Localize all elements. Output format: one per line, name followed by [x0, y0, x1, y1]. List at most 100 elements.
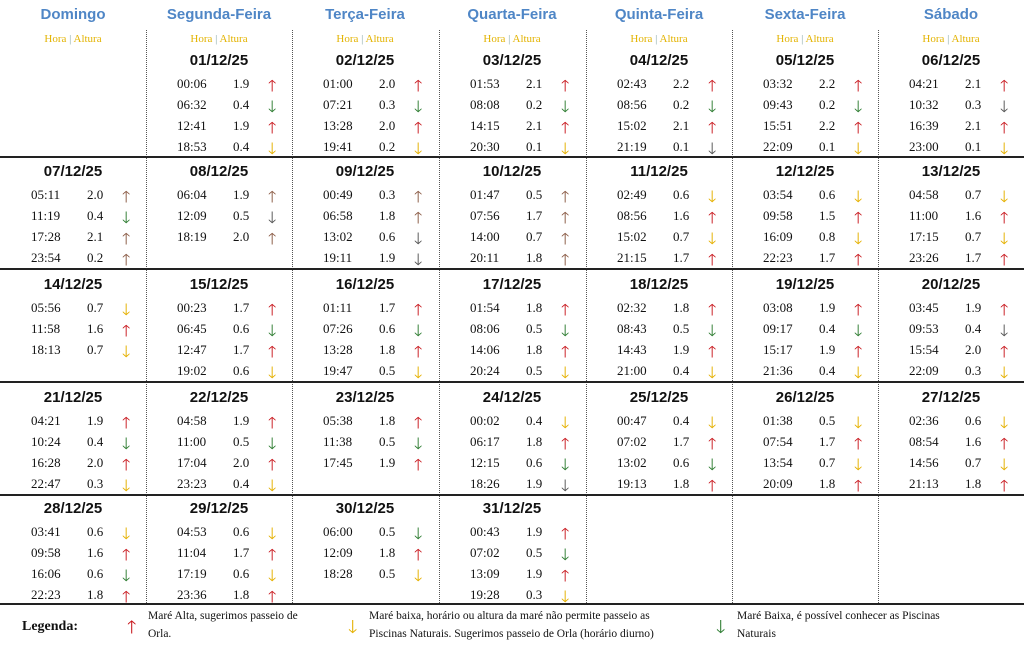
arrow-down-icon: 🡓	[414, 363, 423, 382]
tide-time: 10:24	[31, 434, 61, 449]
arrow-up-icon: 🡑	[854, 300, 863, 319]
tide-height: 1.7	[819, 250, 836, 265]
arrow-down-icon: 🡓	[561, 413, 570, 432]
tide-time: 17:45	[323, 455, 353, 470]
arrow-down-icon: 🡓	[268, 566, 277, 585]
tide-time: 16:06	[31, 566, 61, 581]
tide-time: 02:49	[617, 187, 647, 202]
tide-height: 0.2	[673, 97, 690, 112]
tide-time: 17:15	[909, 229, 939, 244]
arrow-down-icon: 🡓	[414, 250, 423, 269]
tide-height: 1.8	[87, 587, 104, 602]
tide-time: 13:28	[323, 118, 353, 133]
tide-height: 1.9	[87, 413, 104, 428]
tide-height: 0.6	[673, 455, 690, 470]
arrow-up-icon: 🡑	[414, 187, 423, 206]
tide-time: 23:23	[177, 476, 207, 491]
tide-height: 0.5	[233, 434, 250, 449]
tide-height: 1.9	[379, 455, 396, 470]
tide-row: 08:06 0.5 🡓	[439, 321, 585, 342]
arrow-up-icon: 🡑	[561, 342, 570, 361]
tide-time: 03:32	[763, 76, 793, 91]
tide-time: 08:54	[909, 434, 939, 449]
tide-time: 06:45	[177, 321, 207, 336]
tide-height: 1.8	[379, 413, 396, 428]
tide-height: 0.6	[965, 413, 982, 428]
tide-row: 22:23 1.7 🡑	[732, 250, 878, 271]
tide-row: 20:24 0.5 🡓	[439, 363, 585, 384]
tide-height: 1.8	[379, 545, 396, 560]
tide-height: 2.0	[233, 229, 250, 244]
tide-row: 16:28 2.0 🡑	[0, 455, 146, 476]
tide-height: 1.8	[526, 342, 543, 357]
tide-height: 0.1	[526, 139, 543, 154]
tide-height: 0.5	[379, 524, 396, 539]
arrow-up-icon: 🡑	[268, 455, 277, 474]
tide-row: 05:38 1.8 🡑	[292, 413, 438, 434]
day-date: 26/12/25	[775, 389, 835, 406]
arrow-down-icon: 🡓	[268, 321, 277, 340]
tide-row: 03:54 0.6 🡓	[732, 187, 878, 208]
day-date: 19/12/25	[775, 276, 835, 293]
tide-time: 15:54	[909, 342, 939, 357]
arrow-down-icon: 🡓	[561, 455, 570, 474]
arrow-up-icon: 🡑	[1000, 250, 1009, 269]
tide-height: 1.8	[673, 476, 690, 491]
tide-height: 0.2	[819, 97, 836, 112]
tide-row: 22:09 0.1 🡓	[732, 139, 878, 160]
arrow-up-icon: 🡑	[708, 342, 717, 361]
tide-time: 00:23	[177, 300, 207, 315]
tide-time: 00:49	[323, 187, 353, 202]
tide-time: 19:41	[323, 139, 353, 154]
arrow-up-icon: 🡑	[414, 208, 423, 227]
day-date: 22/12/25	[189, 389, 249, 406]
tide-row: 09:53 0.4 🡓	[878, 321, 1024, 342]
tide-time: 12:09	[323, 545, 353, 560]
arrow-down-icon: 🡓	[414, 139, 423, 158]
tide-row: 03:45 1.9 🡑	[878, 300, 1024, 321]
arrow-down-icon: 🡓	[122, 208, 131, 227]
arrow-down-icon: 🡓	[708, 455, 717, 474]
arrow-up-icon: 🡑	[414, 300, 423, 319]
tide-row: 19:47 0.5 🡓	[292, 363, 438, 384]
tide-time: 07:54	[763, 434, 793, 449]
tide-height: 0.5	[379, 434, 396, 449]
tide-time: 22:09	[763, 139, 793, 154]
tide-time: 18:19	[177, 229, 207, 244]
tide-row: 11:00 0.5 🡓	[146, 434, 292, 455]
tide-time: 17:28	[31, 229, 61, 244]
day-date: 23/12/25	[335, 389, 395, 406]
tide-time: 19:47	[323, 363, 353, 378]
hora-label: Hora	[44, 33, 67, 45]
column-divider	[586, 30, 587, 603]
tide-row: 20:11 1.8 🡑	[439, 250, 585, 271]
tide-time: 15:02	[617, 118, 647, 133]
tide-time: 07:26	[323, 321, 353, 336]
tide-time: 04:21	[909, 76, 939, 91]
tide-row: 00:43 1.9 🡑	[439, 524, 585, 545]
legend-low-tide-warning-text-1: Maré baixa, horário ou altura da maré nã…	[369, 610, 650, 622]
tide-height: 1.6	[87, 321, 104, 336]
tide-time: 00:02	[470, 413, 500, 428]
arrow-up-icon: 🡑	[268, 545, 277, 564]
tide-row: 14:43 1.9 🡑	[586, 342, 732, 363]
arrow-down-icon: 🡓	[414, 524, 423, 543]
tide-height: 2.0	[87, 187, 104, 202]
tide-row: 08:56 0.2 🡓	[586, 97, 732, 118]
column-divider	[732, 30, 733, 603]
tide-time: 21:19	[617, 139, 647, 154]
tide-time: 11:19	[31, 208, 61, 223]
tide-height: 0.7	[965, 229, 982, 244]
arrow-down-icon: 🡓	[854, 229, 863, 248]
tide-row: 04:58 1.9 🡑	[146, 413, 292, 434]
arrow-down-icon: 🡓	[268, 363, 277, 382]
day-date: 07/12/25	[43, 163, 103, 180]
arrow-down-icon: 🡓	[708, 187, 717, 206]
tide-height: 2.1	[526, 118, 543, 133]
arrow-up-icon: 🡑	[414, 76, 423, 95]
tide-time: 02:36	[909, 413, 939, 428]
tide-row: 16:09 0.8 🡓	[732, 229, 878, 250]
tide-time: 16:39	[909, 118, 939, 133]
arrow-down-icon: 🡓	[122, 342, 131, 361]
arrow-up-icon: 🡑	[1000, 434, 1009, 453]
